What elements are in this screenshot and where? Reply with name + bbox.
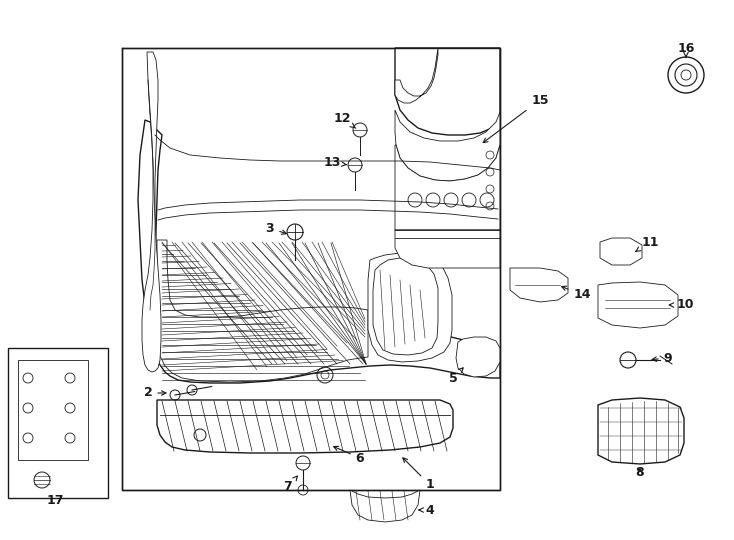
Text: 4: 4	[419, 503, 435, 516]
Polygon shape	[395, 145, 500, 230]
Polygon shape	[368, 253, 452, 362]
Text: 7: 7	[283, 476, 297, 494]
Polygon shape	[350, 490, 420, 522]
Polygon shape	[138, 120, 500, 383]
Text: 9: 9	[652, 352, 672, 365]
Text: 10: 10	[669, 299, 694, 312]
Polygon shape	[510, 268, 568, 302]
Text: 6: 6	[334, 447, 364, 464]
Polygon shape	[157, 240, 368, 382]
Text: 8: 8	[636, 467, 644, 480]
Polygon shape	[598, 282, 678, 328]
Bar	[8, 348, 108, 498]
Text: 5: 5	[448, 368, 463, 384]
Text: 17: 17	[46, 494, 64, 507]
Polygon shape	[395, 110, 500, 181]
Text: 14: 14	[562, 286, 591, 301]
Text: 3: 3	[266, 221, 286, 234]
Polygon shape	[142, 52, 161, 372]
Polygon shape	[395, 48, 438, 103]
Polygon shape	[395, 48, 500, 135]
Polygon shape	[456, 337, 500, 377]
Text: 12: 12	[333, 111, 356, 129]
Polygon shape	[598, 398, 684, 464]
Text: 11: 11	[636, 235, 658, 252]
Polygon shape	[600, 238, 642, 265]
Polygon shape	[395, 230, 500, 268]
Text: 15: 15	[483, 93, 549, 143]
Polygon shape	[373, 258, 438, 355]
Text: 16: 16	[677, 42, 694, 57]
Text: 13: 13	[323, 157, 346, 170]
Text: 2: 2	[144, 387, 166, 400]
Text: 1: 1	[403, 458, 435, 491]
Polygon shape	[157, 400, 453, 453]
